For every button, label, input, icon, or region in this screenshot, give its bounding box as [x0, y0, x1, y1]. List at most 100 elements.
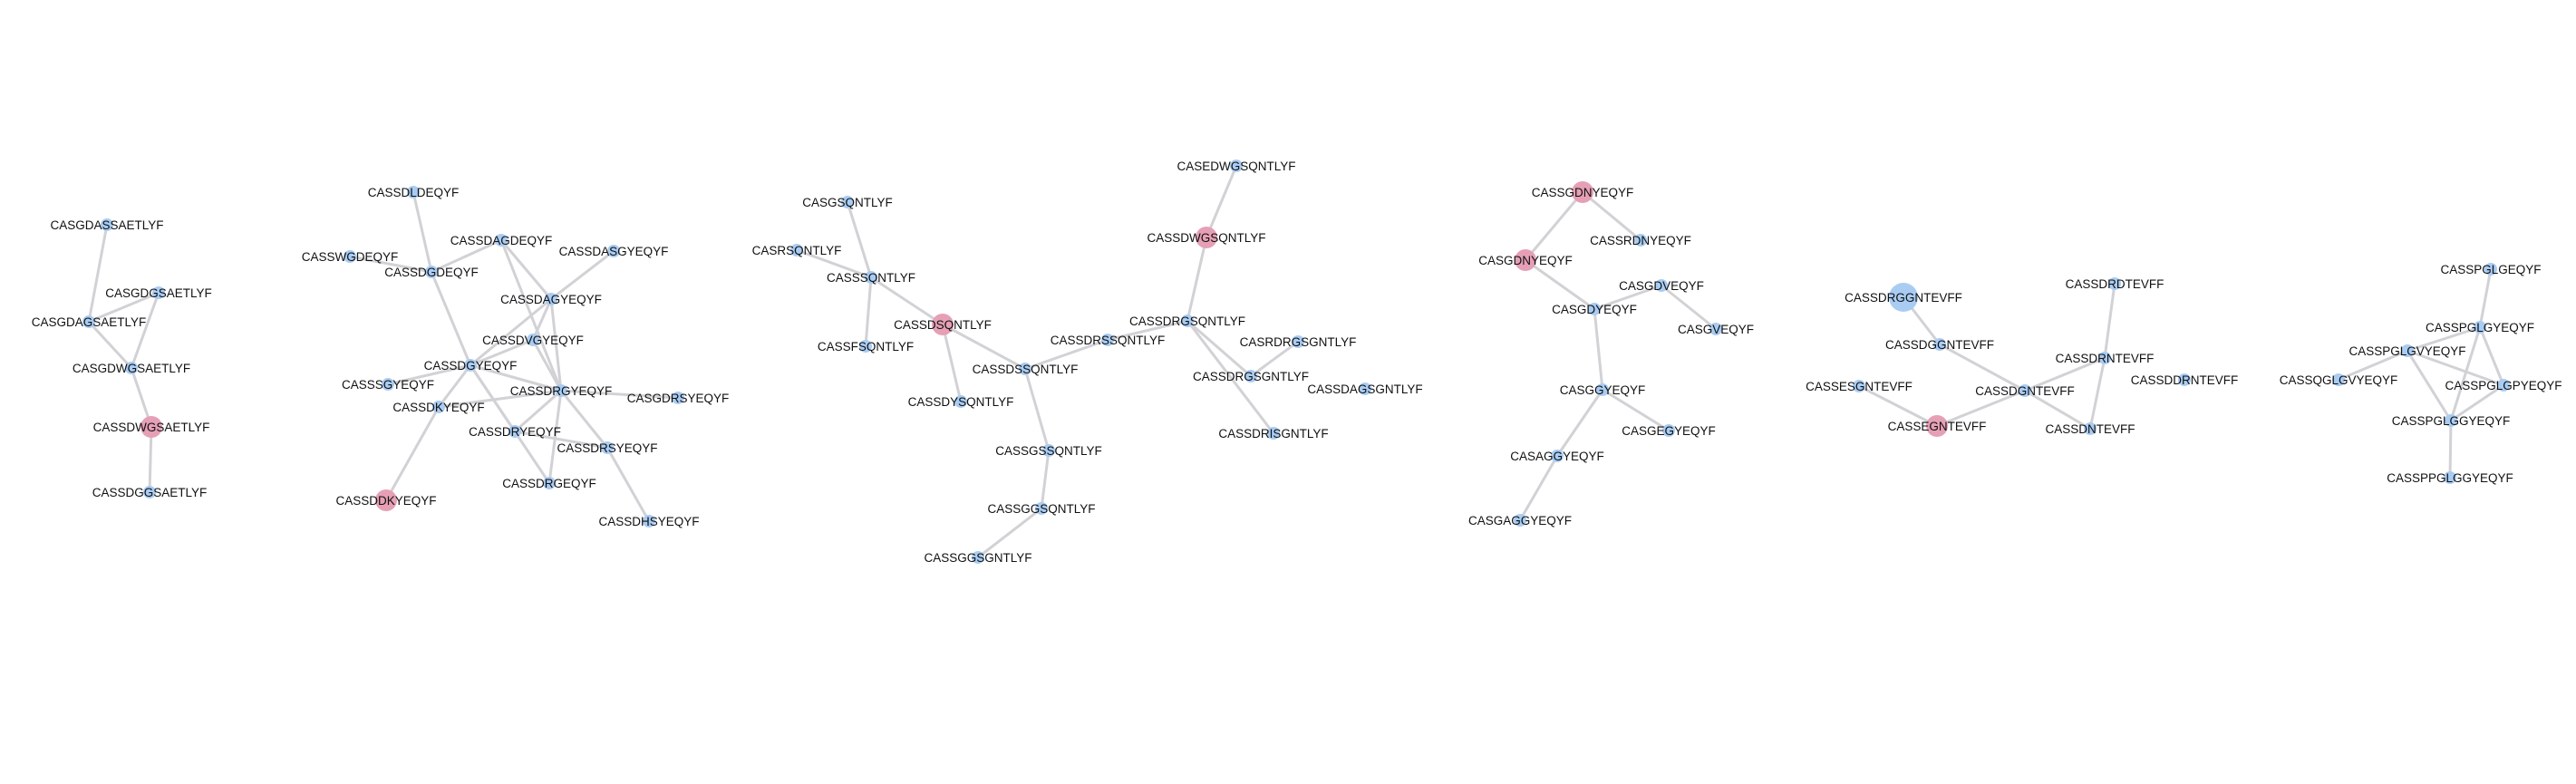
node-label: CASGDYEQYF — [1552, 303, 1637, 316]
node-circle — [2401, 344, 2414, 357]
node-circle — [464, 359, 477, 372]
graph-node-cassdrisgntlyf: CASSDRISGNTLYF — [1218, 427, 1329, 440]
node-circle — [527, 334, 539, 346]
nodes-layer: CASGDASSAETLYF CASGDGSAETLYF CASGDAGSAETLY… — [32, 160, 2562, 565]
node-label: CASSESGNTEVFF — [1806, 380, 1913, 393]
node-circle — [954, 395, 967, 408]
node-circle — [2445, 414, 2457, 427]
graph-edge — [1524, 258, 1596, 311]
node-circle — [2098, 352, 2111, 364]
graph-edge — [559, 389, 680, 400]
node-label: CASSGDNYEQYF — [1532, 186, 1634, 199]
graph-edge — [846, 200, 873, 279]
graph-edge — [87, 223, 109, 324]
node-circle — [375, 489, 397, 511]
graph-edge — [1581, 190, 1642, 242]
graph-node-cassfsqntlyf: CASSFSQNTLYF — [818, 340, 914, 353]
node-label: CASRSQNTLYF — [752, 244, 842, 257]
graph-node-cassdgntevff: CASSDGNTEVFF — [1975, 384, 2075, 398]
node-circle — [1596, 383, 1609, 396]
graph-node-casgdassaetlyf: CASGDASSAETLYF — [50, 218, 164, 232]
node-label: CASSDAGDEQYF — [450, 234, 553, 247]
node-label: CASSDSQNTLYF — [894, 318, 992, 332]
graph-node-cassdsqntlyf: CASSDSQNTLYF — [894, 314, 992, 335]
graph-edge — [2478, 267, 2493, 329]
graph-edge — [531, 297, 553, 342]
node-label: CASSPGLGEQYF — [2440, 263, 2541, 276]
node-circle — [2484, 263, 2497, 276]
graph-node-casgegyeqyf: CASGEGYEQYF — [1622, 424, 1716, 438]
edges-layer — [87, 164, 2505, 559]
graph-node-casgdnyeqyf: CASGDNYEQYF — [1478, 249, 1573, 271]
graph-edge — [2023, 389, 2092, 431]
node-circle — [2178, 373, 2191, 386]
node-circle — [1181, 315, 1194, 327]
node-circle — [1588, 303, 1601, 315]
graph-edge — [1660, 284, 1718, 331]
node-label: CASSDAGSGNTLYF — [1307, 382, 1422, 396]
node-label: CASSEGNTEVFF — [1888, 420, 1987, 433]
node-circle — [1042, 444, 1055, 457]
graph-node-cassdggntevff: CASSDGGNTEVFF — [1885, 338, 1994, 352]
graph-node-cassdagsgntlyf: CASSDAGSGNTLYF — [1307, 382, 1423, 396]
graph-edge — [1938, 343, 2027, 392]
node-circle — [1267, 427, 1280, 440]
graph-node-cassdrgeqyf: CASSDRGEQYF — [502, 477, 596, 490]
node-label: CASSFSQNTLYF — [818, 340, 914, 353]
graph-node-casspglgvyeqyf: CASSPGLGVYEQYF — [2348, 344, 2466, 358]
graph-node-cassdkyeqyf: CASSDKYEQYF — [392, 401, 485, 414]
node-label: CASGDAGSAETLYF — [32, 315, 147, 329]
node-label: CASGDGSAETLYF — [105, 286, 212, 300]
graph-node-casgsqntlyf: CASGSQNTLYF — [802, 196, 893, 209]
graph-edge — [430, 270, 472, 367]
node-label: CASGGYEQYF — [1560, 383, 1646, 397]
graph-edge — [513, 389, 563, 433]
graph-node-casgdagsaetlyf: CASGDAGSAETLYF — [32, 315, 147, 329]
graph-edge — [976, 507, 1043, 559]
graph-node-cassdrgsgntlyf: CASSDRGSGNTLYF — [1193, 370, 1309, 383]
node-circle — [2332, 373, 2345, 386]
graph-edge — [469, 338, 535, 367]
graph-node-cassdgdeqyf: CASSDGDEQYF — [384, 266, 479, 279]
node-label: CASSDRGYEQYF — [510, 384, 613, 398]
graph-edge — [386, 363, 472, 386]
graph-node-casgaggyeqyf: CASGAGGYEQYF — [1468, 514, 1572, 528]
node-label: CASSDASGYEQYF — [559, 245, 669, 258]
graph-edge — [605, 446, 651, 523]
graph-node-cassdwgsqntlyf: CASSDWGSQNTLYF — [1147, 227, 1266, 248]
node-circle — [1889, 283, 1918, 312]
graph-node-cassdrdtevff: CASSDRDTEVFF — [2066, 277, 2164, 291]
graph-node-casrdrgsgntlyf: CASRDRGSGNTLYF — [1240, 335, 1356, 349]
graph-node-cassqglgvyeqyf: CASSQGLGVYEQYF — [2280, 373, 2397, 387]
node-label: CASSDAGYEQYF — [500, 293, 602, 306]
graph-node-cassdgyeqyf: CASSDGYEQYF — [424, 359, 518, 373]
graph-node-cassgdnyeqyf: CASSGDNYEQYF — [1532, 181, 1634, 203]
node-circle — [1292, 335, 1304, 348]
node-circle — [1551, 450, 1564, 462]
node-label: CASSGGSGNTLYF — [924, 551, 1031, 565]
node-circle — [140, 416, 162, 438]
graph-edge — [1023, 338, 1109, 371]
graph-node-cassdntevff: CASSDNTEVFF — [2045, 422, 2135, 436]
node-label: CASSWGDEQYF — [302, 250, 399, 264]
node-label: CASSDRYEQYF — [469, 425, 561, 439]
graph-edge — [130, 291, 160, 370]
node-circle — [1196, 227, 1217, 248]
node-label: CASSGGSQNTLYF — [987, 502, 1095, 516]
node-label: CASSPGLGVYEQYF — [2348, 344, 2465, 358]
graph-node-cassrdnyeqyf: CASSRDNYEQYF — [1590, 234, 1691, 247]
node-circle — [1359, 382, 1371, 395]
node-label: CASSDDRNTEVFF — [2131, 373, 2239, 387]
node-label: CASSDGYEQYF — [424, 359, 518, 373]
node-circle — [1019, 363, 1031, 375]
graph-edge — [1186, 236, 1208, 323]
node-circle — [1926, 415, 1948, 437]
node-circle — [1634, 234, 1647, 247]
node-label: CASSDWGSQNTLYF — [1147, 231, 1265, 245]
node-circle — [790, 244, 803, 256]
node-circle — [82, 315, 95, 328]
node-circle — [601, 441, 614, 454]
node-label: CASSSQNTLYF — [827, 271, 915, 285]
graph-edge — [2023, 356, 2106, 392]
graph-edge — [437, 389, 563, 409]
